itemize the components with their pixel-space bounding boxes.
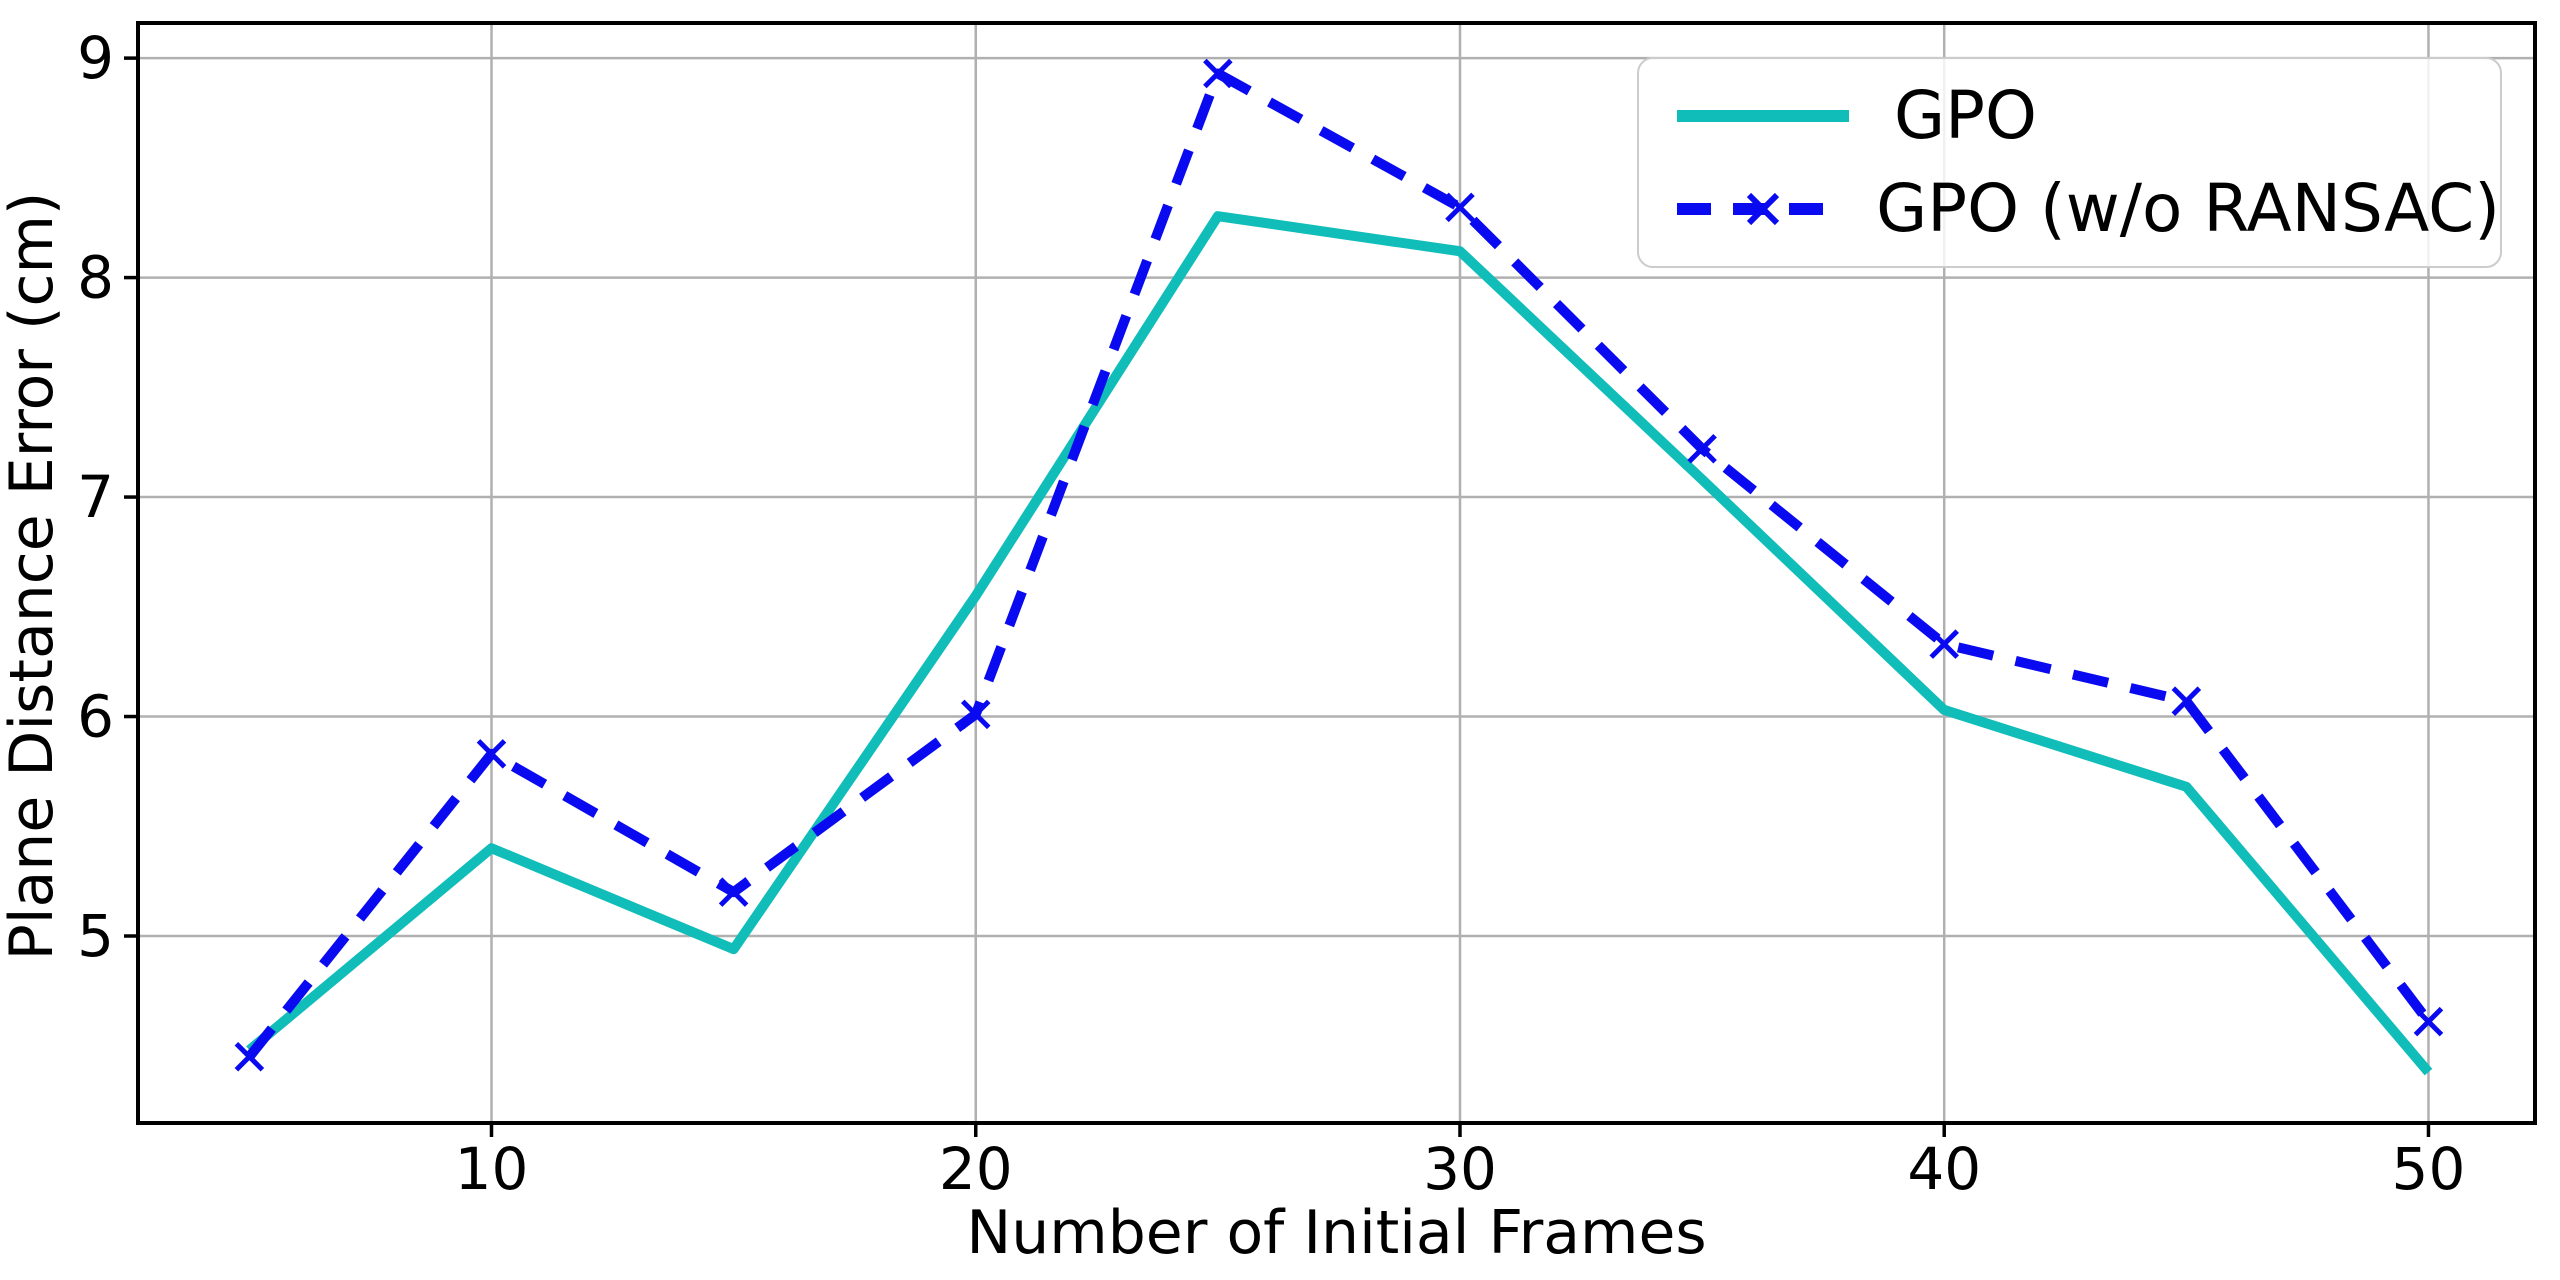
x-marker-icon — [960, 699, 991, 730]
x-marker-icon — [718, 877, 749, 907]
x-marker-icon — [2413, 1006, 2444, 1037]
y-tick-label: 5 — [77, 902, 114, 970]
x-tick-label: 20 — [939, 1135, 1013, 1203]
legend-sample-solid-line — [1677, 109, 1849, 122]
legend-entry-gpo: GPO — [1671, 76, 2500, 154]
legend-label-gpo-wo-ransac: GPO (w/o RANSAC) — [1876, 170, 2500, 248]
y-tick-label: 8 — [77, 244, 114, 312]
x-tick-label: 30 — [1423, 1135, 1497, 1203]
x-marker-icon — [1445, 192, 1475, 223]
legend: GPO GPO (w/o RANSAC) — [1637, 57, 2502, 268]
y-axis-label: Plane Distance Error (cm) — [0, 191, 67, 961]
legend-sample-dashed-line — [1677, 193, 1839, 226]
x-marker-icon — [2171, 686, 2202, 716]
legend-entry-gpo-wo-ransac: GPO (w/o RANSAC) — [1671, 176, 2500, 242]
y-tick-label: 6 — [77, 683, 114, 751]
plot-border — [136, 21, 2537, 1125]
x-marker-icon — [1687, 434, 1717, 464]
x-marker-icon — [1203, 58, 1233, 89]
x-tick-label: 40 — [1907, 1135, 1981, 1203]
x-axis-label: Number of Initial Frames — [966, 1198, 1707, 1268]
x-marker-icon — [234, 1041, 265, 1072]
legend-label-gpo: GPO — [1894, 76, 2037, 154]
x-tick-label: 10 — [455, 1135, 529, 1203]
series-line-gpo-wo-ransac — [245, 68, 2433, 1060]
series-line-gpo — [246, 211, 2433, 1076]
x-marker-icon — [476, 739, 507, 769]
y-tick-label: 7 — [77, 463, 114, 531]
y-tick-label: 9 — [77, 24, 114, 92]
x-marker-icon — [1746, 193, 1780, 226]
x-marker-icon — [1929, 629, 1959, 659]
x-tick-label: 50 — [2392, 1135, 2466, 1203]
